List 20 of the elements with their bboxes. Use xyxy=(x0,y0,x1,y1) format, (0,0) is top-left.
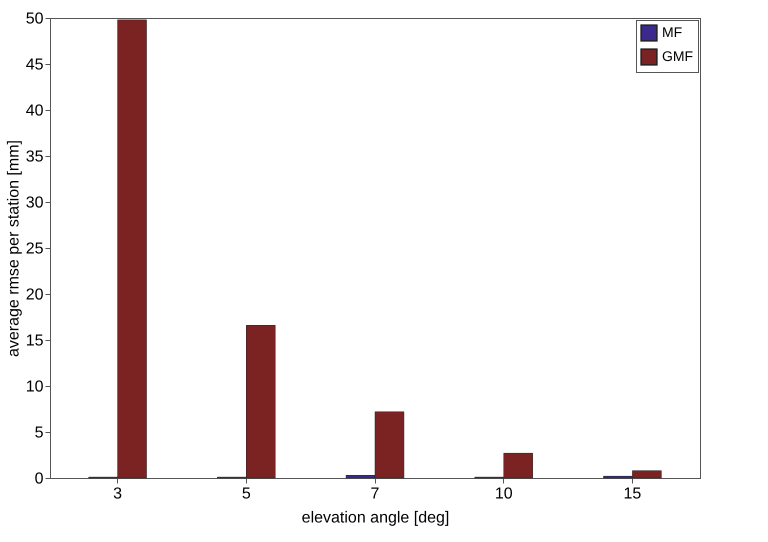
y-tick-label: 35 xyxy=(26,148,44,166)
y-tick-label: 5 xyxy=(34,424,44,442)
x-tick-label: 3 xyxy=(113,486,122,502)
y-tick-label: 40 xyxy=(26,102,44,120)
y-tick-label: 15 xyxy=(26,332,44,350)
x-tick-label: 5 xyxy=(242,486,251,502)
x-tick-label: 7 xyxy=(370,486,380,502)
x-axis-title: elevation angle [deg] xyxy=(302,510,450,526)
legend-label: MF xyxy=(662,24,682,40)
y-tick-label: 50 xyxy=(26,10,44,28)
y-tick-label: 20 xyxy=(26,286,44,304)
x-tick-label: 15 xyxy=(624,486,642,502)
legend-label: GMF xyxy=(662,48,694,64)
y-axis-title: average rmse per station [mm] xyxy=(6,140,23,357)
y-tick-label: 30 xyxy=(26,194,44,212)
x-tick-label: 10 xyxy=(494,486,513,502)
y-tick-label: 10 xyxy=(26,378,44,396)
y-tick-label: 45 xyxy=(26,56,44,74)
y-tick-label: 0 xyxy=(34,470,44,488)
y-tick-label: 25 xyxy=(26,240,44,258)
